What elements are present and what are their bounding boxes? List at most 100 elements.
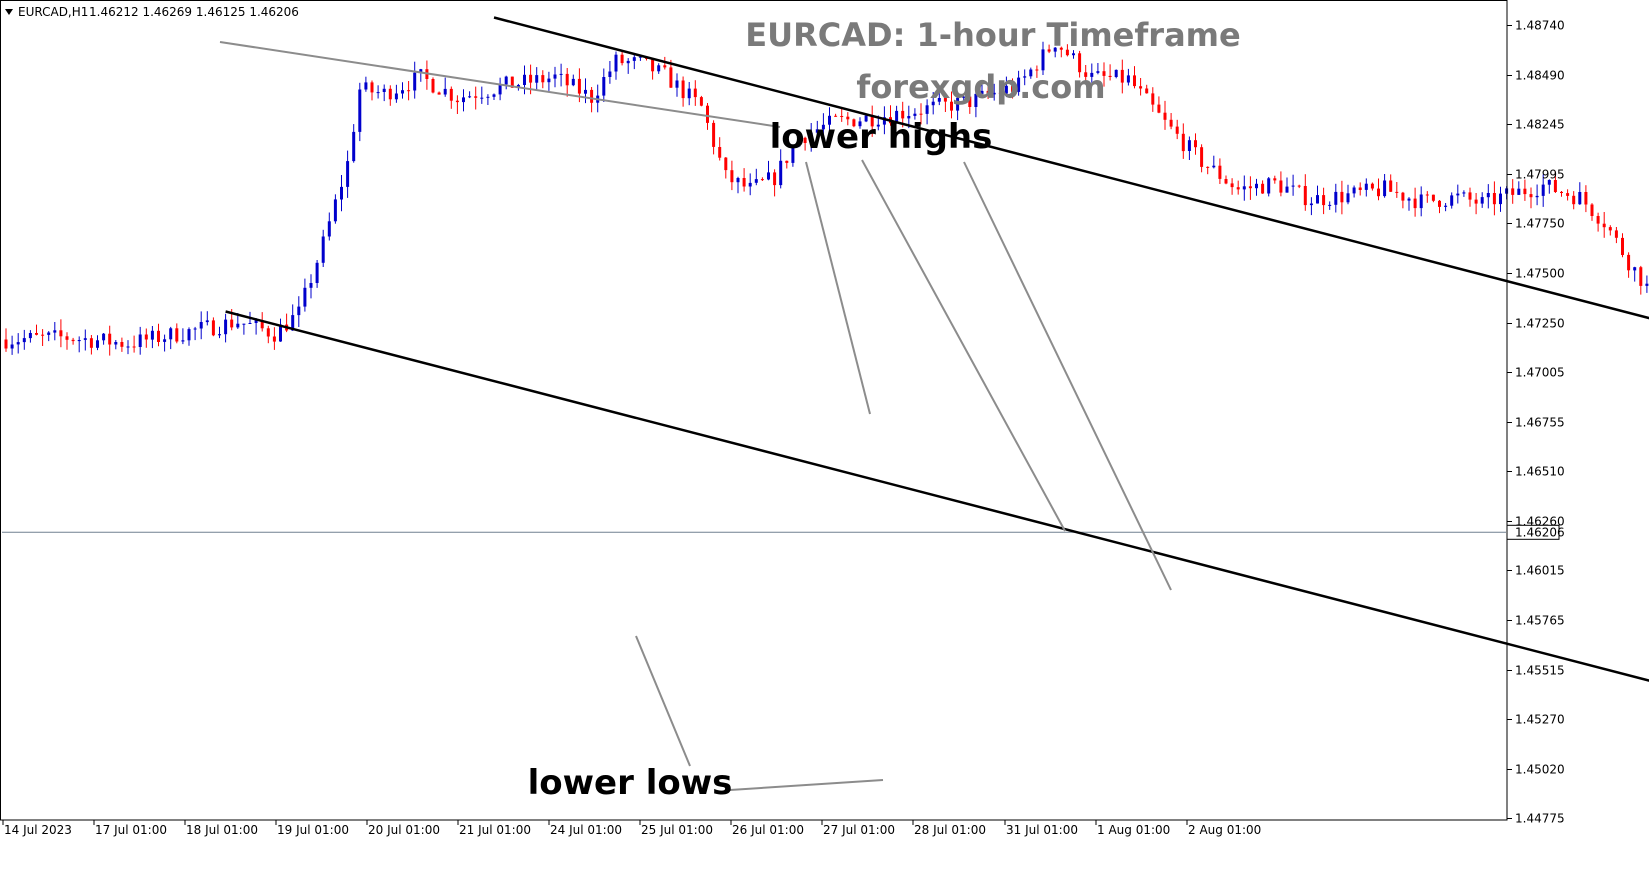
candle-body	[1164, 113, 1167, 120]
candle-body	[224, 320, 227, 335]
x-tick-label: 17 Jul 01:00	[95, 823, 167, 837]
x-tick-label: 21 Jul 01:00	[459, 823, 531, 837]
y-tick-label: 1.44775	[1515, 812, 1565, 826]
candle-body	[1182, 134, 1185, 151]
candle-body	[1225, 179, 1228, 184]
candle-body	[1469, 192, 1472, 199]
candle-body	[352, 132, 355, 161]
x-tick-label: 19 Jul 01:00	[277, 823, 349, 837]
lower-lows-label: lower lows	[528, 763, 733, 803]
candle-body	[767, 172, 770, 179]
candle-body	[633, 57, 636, 61]
x-tick-label: 24 Jul 01:00	[550, 823, 622, 837]
candle-body	[297, 307, 300, 316]
candle-body	[188, 329, 191, 340]
candle-body	[133, 347, 136, 348]
candle-body	[1139, 86, 1142, 88]
candle-body	[316, 263, 319, 283]
candle-body	[1426, 195, 1429, 196]
candle-body	[1231, 183, 1234, 187]
candle-body	[1334, 192, 1337, 205]
candle-body	[456, 101, 459, 102]
y-tick-label: 1.46510	[1515, 465, 1565, 479]
candle-body	[1218, 166, 1221, 179]
candle-body	[120, 342, 123, 347]
upper-channel-trendline[interactable]	[494, 18, 1649, 721]
symbol-label[interactable]: EURCAD,H1	[18, 5, 88, 19]
candle-body	[1444, 206, 1447, 207]
candle-body	[1615, 230, 1618, 237]
candle-body	[700, 97, 703, 106]
candle-body	[151, 331, 154, 340]
candle-body	[1523, 189, 1526, 194]
y-tick-label: 1.45515	[1515, 664, 1565, 678]
candle-body	[47, 333, 50, 335]
candle-body	[66, 336, 69, 340]
candle-body	[1408, 199, 1411, 201]
y-tick-label: 1.47750	[1515, 217, 1565, 231]
pointer-high-4	[964, 162, 1171, 590]
candle-body	[1542, 185, 1545, 196]
candle-body	[749, 183, 752, 187]
lower-channel-trendline[interactable]	[226, 312, 1649, 826]
candle-body	[1389, 181, 1392, 192]
candle-body	[608, 72, 611, 78]
candle-body	[1584, 192, 1587, 205]
y-tick-label: 1.46755	[1515, 416, 1565, 430]
candle-body	[236, 324, 239, 328]
candle-body	[1609, 227, 1612, 230]
candle-body	[1450, 195, 1453, 205]
pointer-high-3	[862, 160, 1065, 531]
candle-body	[1530, 194, 1533, 197]
annotation-pointers-layer	[220, 42, 1171, 790]
x-tick-label: 25 Jul 01:00	[641, 823, 713, 837]
candle-body	[17, 342, 20, 344]
candle-body	[1212, 166, 1215, 168]
chart-title: EURCAD: 1-hour Timeframe	[745, 16, 1240, 54]
candle-body	[1273, 178, 1276, 180]
candle-body	[1420, 195, 1423, 209]
candle-body	[1377, 189, 1380, 197]
candle-body	[127, 347, 130, 348]
candle-body	[1109, 76, 1112, 77]
candle-body	[1432, 195, 1435, 201]
candle-body	[505, 77, 508, 85]
candle-body	[139, 335, 142, 348]
pointer-high-2	[806, 162, 870, 414]
candle-body	[1347, 193, 1350, 202]
candle-body	[920, 114, 923, 115]
symbol-dropdown-icon[interactable]	[5, 9, 13, 15]
candle-body	[541, 75, 544, 82]
candle-body	[53, 330, 56, 332]
candle-body	[724, 158, 727, 171]
x-tick-label: 2 Aug 01:00	[1188, 823, 1261, 837]
candle-body	[1517, 189, 1520, 195]
candle-body	[1493, 193, 1496, 204]
ohlc-values: 1.46212 1.46269 1.46125 1.46206	[89, 5, 299, 19]
x-tick-label: 1 Aug 01:00	[1097, 823, 1170, 837]
candle-body	[578, 79, 581, 94]
candle-body	[1499, 194, 1502, 205]
candle-body	[72, 340, 75, 341]
candle-body	[1395, 192, 1398, 193]
candle-body	[486, 97, 489, 98]
candle-body	[621, 55, 624, 63]
lower-highs-label: lower highs	[770, 117, 993, 157]
candle-body	[249, 323, 252, 324]
candle-body	[395, 94, 398, 100]
candle-body	[773, 172, 776, 185]
candle-body	[1261, 184, 1264, 194]
x-tick-label: 27 Jul 01:00	[823, 823, 895, 837]
y-tick-label: 1.47250	[1515, 317, 1565, 331]
candle-body	[730, 170, 733, 182]
candle-body	[1554, 180, 1557, 192]
candle-body	[1237, 187, 1240, 189]
candle-body	[1591, 205, 1594, 217]
candle-body	[175, 328, 178, 341]
candle-body	[383, 89, 386, 92]
candle-body	[35, 333, 38, 335]
candle-body	[1194, 140, 1197, 147]
candle-body	[1359, 188, 1362, 191]
